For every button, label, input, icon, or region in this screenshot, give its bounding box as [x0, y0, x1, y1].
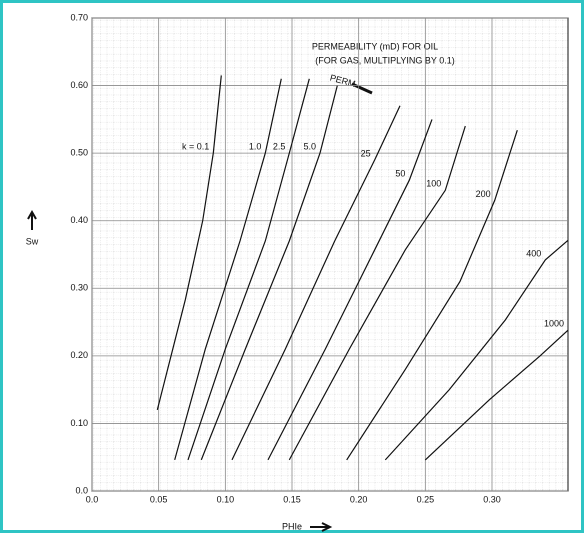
x-tick-label: 0.10 — [217, 494, 235, 504]
curve — [267, 119, 433, 461]
curve-label: 25 — [361, 148, 371, 158]
x-axis-label: PHIe — [282, 521, 302, 531]
curve — [384, 239, 569, 461]
y-tick-label: 0.50 — [70, 148, 88, 158]
curve-label: k = 0.1 — [182, 142, 209, 152]
curve — [231, 105, 401, 461]
curve — [288, 125, 466, 461]
y-tick-label: 0.60 — [70, 80, 88, 90]
x-tick-label: 0.0 — [86, 494, 99, 504]
x-tick-label: 0.25 — [417, 494, 435, 504]
curve-label: 1000 — [544, 319, 564, 329]
chart-subtitle: (FOR GAS, MULTIPLYING BY 0.1) — [315, 55, 455, 65]
curve-label: 100 — [426, 179, 441, 189]
y-tick-label: 0.10 — [70, 418, 88, 428]
x-tick-label: 0.30 — [483, 494, 501, 504]
curve-label: 50 — [395, 169, 405, 179]
curve-label: 200 — [476, 189, 491, 199]
y-tick-label: 0.30 — [70, 283, 88, 293]
curve — [156, 75, 222, 411]
curve — [424, 329, 569, 461]
curve-label: 2.5 — [273, 142, 286, 152]
curve-label: 1.0 — [249, 142, 262, 152]
curve — [346, 130, 518, 461]
chart-title: PERMEABILITY (mD) FOR OIL — [312, 41, 438, 51]
curve — [187, 78, 310, 461]
curve — [200, 85, 338, 461]
plot-area — [91, 17, 569, 492]
arrow — [310, 522, 333, 532]
y-tick-label: 0.0 — [75, 485, 88, 495]
curve — [174, 78, 282, 461]
arrow — [27, 209, 37, 230]
x-tick-label: 0.15 — [283, 494, 301, 504]
x-tick-label: 0.20 — [350, 494, 368, 504]
curve-label: 400 — [526, 248, 541, 258]
y-tick-label: 0.40 — [70, 215, 88, 225]
y-tick-label: 0.70 — [70, 12, 88, 22]
y-tick-label: 0.20 — [70, 350, 88, 360]
x-tick-label: 0.05 — [150, 494, 168, 504]
curve-label: 5.0 — [303, 142, 316, 152]
y-axis-label: Sw — [26, 236, 39, 246]
